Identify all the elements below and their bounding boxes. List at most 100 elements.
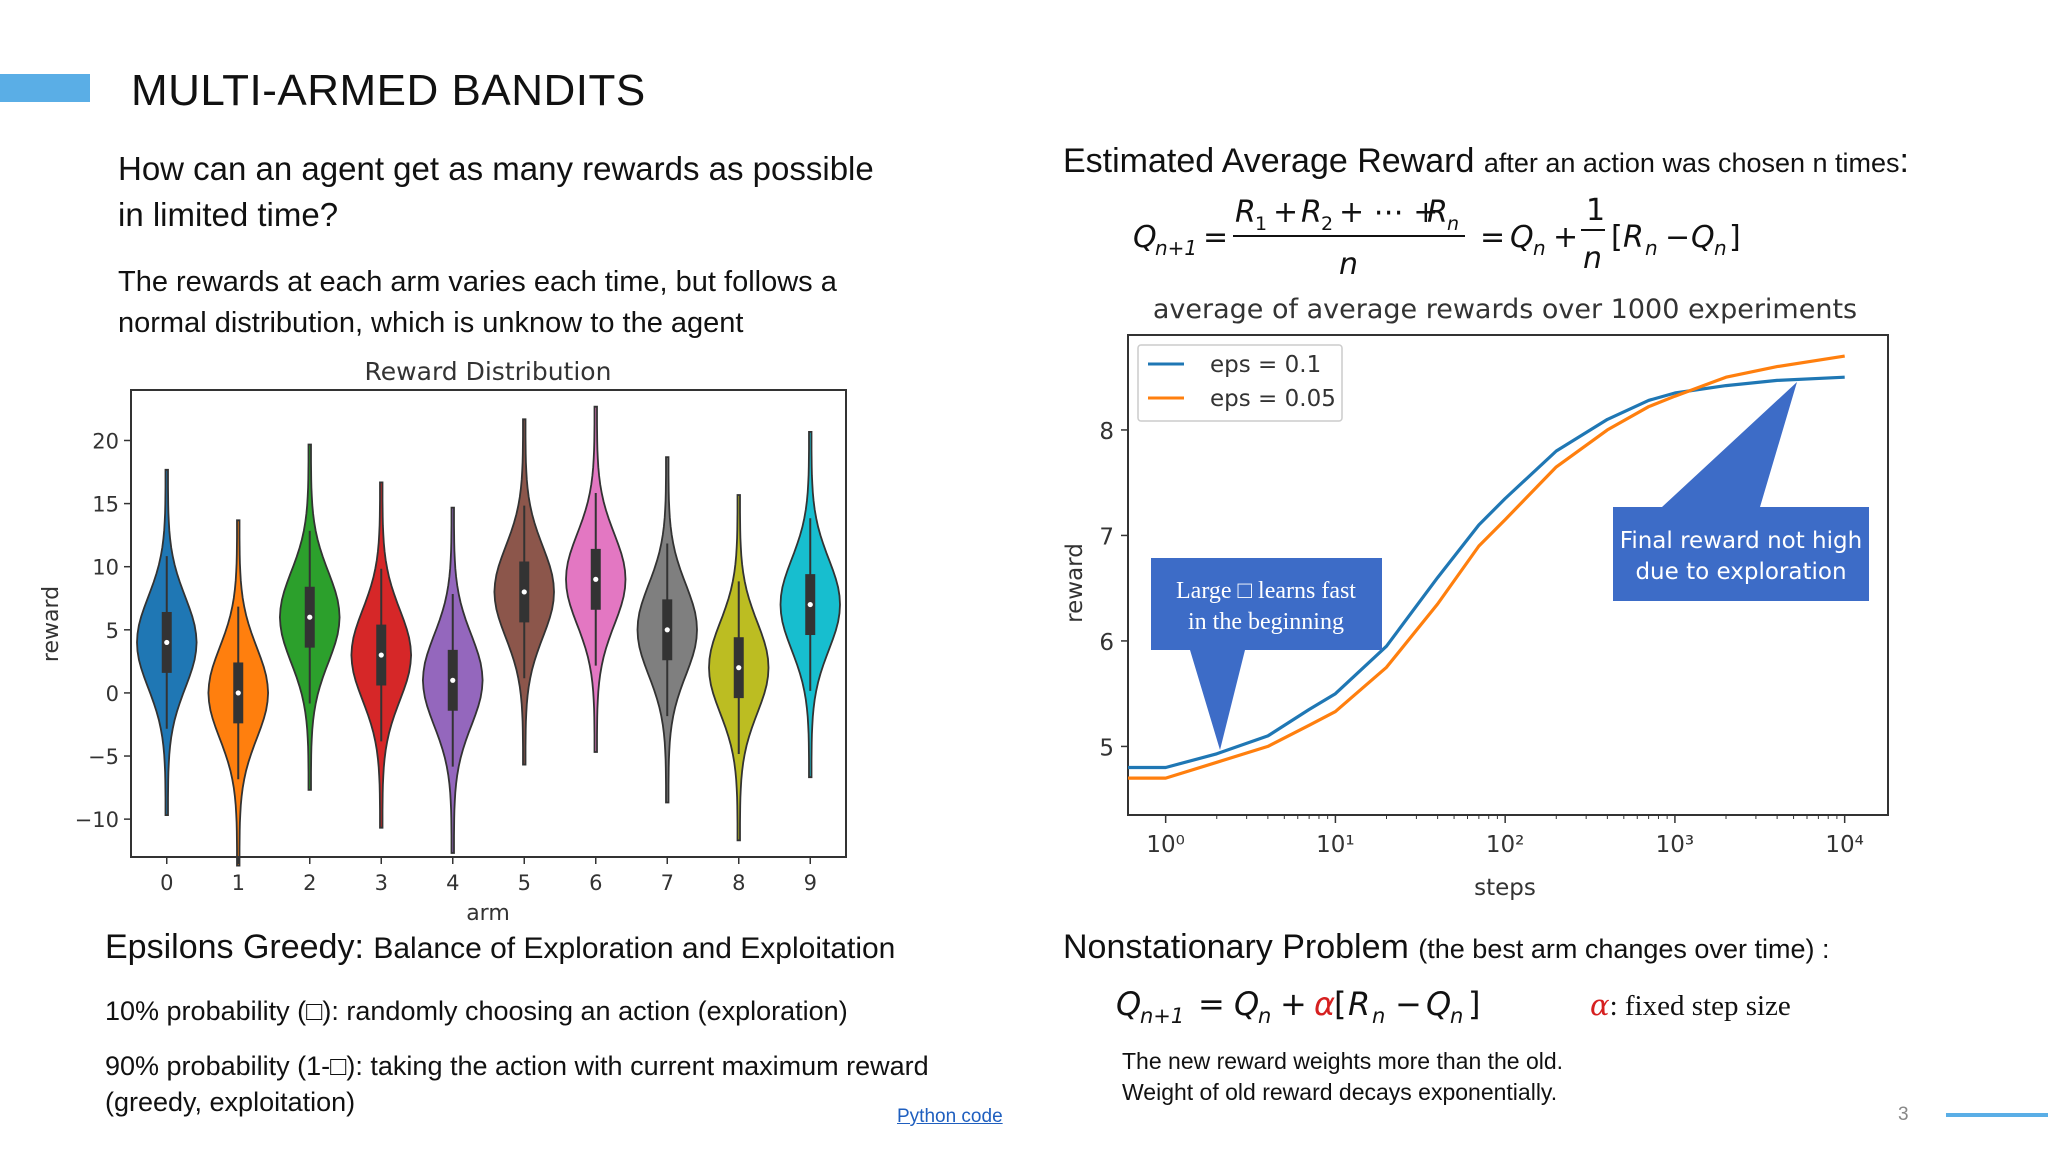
svg-text:−: − xyxy=(1665,220,1690,255)
violin-y-tick-label: −10 xyxy=(75,808,119,832)
violin-median-5 xyxy=(521,589,527,595)
violin-y-tick-label: 10 xyxy=(92,556,119,580)
violin-x-tick-label: 0 xyxy=(160,871,173,895)
callout-final-reward: Final reward not high due to exploration xyxy=(1613,382,1869,601)
line-y-tick-label: 6 xyxy=(1099,630,1114,656)
svg-text:1: 1 xyxy=(1586,193,1605,228)
callout-large-epsilon-line1: Large □ learns fast xyxy=(1176,578,1356,604)
svg-text:n+1: n+1 xyxy=(1140,1004,1184,1028)
violin-y-tick-label: 0 xyxy=(106,682,119,706)
line-chart: average of average rewards over 1000 exp… xyxy=(1062,294,1889,901)
violin-median-7 xyxy=(664,627,670,633)
nonstationary-heading-sub: (the best arm changes over time) : xyxy=(1418,934,1830,964)
description-text: The rewards at each arm varies each time… xyxy=(118,266,837,339)
estimated-heading-colon: : xyxy=(1899,142,1909,180)
line-legend: eps = 0.1 eps = 0.05 xyxy=(1137,344,1343,422)
nonstationary-note-1: The new reward weights more than the old… xyxy=(1122,1048,1564,1074)
violin-y-label: reward xyxy=(39,586,64,662)
violin-y-tick-label: 15 xyxy=(92,493,119,517)
violin-x-tick-label: 2 xyxy=(303,871,316,895)
alpha-symbol: α xyxy=(1590,988,1610,1022)
callout-large-epsilon-line2: in the beginning xyxy=(1188,609,1344,635)
violin-x-tick-label: 4 xyxy=(446,871,459,895)
violin-x-tick-label: 8 xyxy=(732,871,745,895)
violin-median-0 xyxy=(164,639,170,646)
violin-plot-frame xyxy=(130,389,847,858)
svg-text:[: [ xyxy=(1611,220,1623,255)
line-chart-title: average of average rewards over 1000 exp… xyxy=(1153,294,1857,325)
line-x-label: steps xyxy=(1474,875,1536,901)
svg-text:R: R xyxy=(1623,220,1644,255)
slide-title: MULTI-ARMED BANDITS xyxy=(131,66,646,115)
svg-text:=: = xyxy=(1480,220,1505,255)
violin-x-tick-label: 3 xyxy=(375,871,388,895)
python-code-link[interactable]: Python code xyxy=(897,1106,1003,1127)
svg-text:Q: Q xyxy=(1691,220,1715,255)
line-series-1 xyxy=(1128,354,1845,780)
svg-text:n: n xyxy=(1533,236,1546,260)
line-x-tick-label: 10¹ xyxy=(1316,832,1355,858)
violin-x-tick-label: 6 xyxy=(589,871,602,895)
violin-group xyxy=(136,405,841,867)
page-number: 3 xyxy=(1898,1104,1909,1125)
estimated-heading-main: Estimated Average Reward xyxy=(1063,142,1475,180)
violin-median-3 xyxy=(378,652,384,658)
violin-chart: Reward Distribution −10 −5 0 5 10 15 20 0 1 2 3 4 5… xyxy=(39,357,847,926)
svg-text:−: − xyxy=(1395,985,1422,1023)
svg-text:R: R xyxy=(1348,985,1370,1023)
violin-median-9 xyxy=(807,601,813,608)
svg-text:2: 2 xyxy=(1321,213,1333,235)
svg-text:]: ] xyxy=(1729,220,1741,255)
line-plot-frame xyxy=(1127,334,1889,816)
violin-median-2 xyxy=(307,614,313,620)
violin-median-1 xyxy=(235,690,241,696)
nonstationary-heading-main: Nonstationary Problem xyxy=(1063,928,1409,966)
svg-text:R: R xyxy=(1235,195,1256,230)
svg-text:α: α xyxy=(1314,985,1335,1023)
violin-y-ticks: −10 −5 0 5 10 15 20 xyxy=(75,429,131,832)
callout-large-epsilon-shape xyxy=(1151,558,1382,750)
line-y-tick-label: 7 xyxy=(1099,524,1114,550)
line-x-tick-label: 10³ xyxy=(1656,832,1695,858)
svg-text:Q: Q xyxy=(1116,985,1141,1023)
violin-y-tick-label: 20 xyxy=(92,429,119,453)
svg-text:+: + xyxy=(1553,220,1578,255)
legend-label-eps-01: eps = 0.1 xyxy=(1210,352,1321,378)
svg-text:n: n xyxy=(1339,247,1358,280)
svg-text:n: n xyxy=(1372,1004,1385,1028)
estimated-heading-sub: after an action was chosen n times xyxy=(1483,148,1900,178)
violin-median-8 xyxy=(736,665,742,671)
violin-median-6 xyxy=(593,576,599,582)
violin-y-tick-label: −5 xyxy=(88,745,119,769)
svg-text:n: n xyxy=(1645,236,1658,260)
svg-text:=: = xyxy=(1203,220,1228,255)
violin-x-ticks: 0 1 2 3 4 5 6 7 8 9 xyxy=(160,857,817,895)
svg-text:n: n xyxy=(1447,213,1459,235)
svg-text:=: = xyxy=(1198,985,1225,1023)
epsilon-heading-sub: Balance of Exploration and Exploitation xyxy=(373,932,896,965)
title-accent-bar xyxy=(0,74,90,102)
violin-x-tick-label: 9 xyxy=(804,871,817,895)
svg-text:Q: Q xyxy=(1426,985,1451,1023)
svg-text:n+1: n+1 xyxy=(1155,236,1197,260)
callout-final-reward-line1: Final reward not high xyxy=(1620,528,1862,554)
violin-chart-title: Reward Distribution xyxy=(365,357,612,386)
svg-text:n: n xyxy=(1583,241,1602,276)
nonstationary-notes: The new reward weights more than the old… xyxy=(1122,1046,1563,1108)
line-y-tick-label: 8 xyxy=(1099,419,1114,445)
estimated-heading: Estimated Average Reward after an action… xyxy=(1063,142,1909,181)
svg-text:+ ⋯ +: + ⋯ + xyxy=(1339,195,1438,230)
alpha-note-text: : fixed step size xyxy=(1609,990,1791,1022)
svg-text:Q: Q xyxy=(1133,220,1157,255)
svg-text:n: n xyxy=(1714,236,1727,260)
svg-text:]: ] xyxy=(1468,985,1480,1023)
violin-x-label: arm xyxy=(466,901,510,926)
nonstationary-note-2: Weight of old reward decays exponentiall… xyxy=(1122,1079,1558,1105)
footer-accent-bar xyxy=(1946,1113,2048,1117)
svg-text:n: n xyxy=(1258,1004,1271,1028)
question-text: How can an agent get as many rewards as … xyxy=(118,150,874,233)
nonstationary-heading: Nonstationary Problem (the best arm chan… xyxy=(1063,928,1829,967)
svg-text:1: 1 xyxy=(1255,213,1267,235)
